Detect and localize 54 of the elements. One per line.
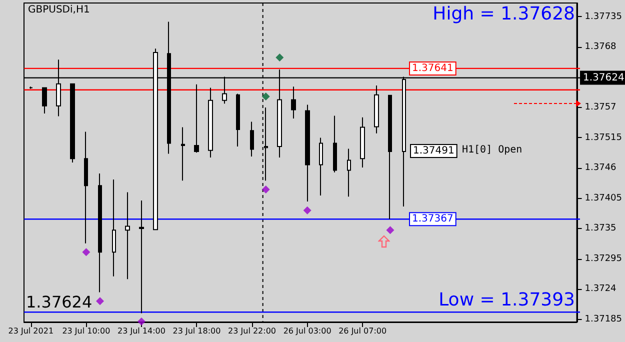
x-tick-label: 26 Jul 07:00 <box>338 326 387 336</box>
y-tick-label: 1.3735 <box>584 224 616 234</box>
ref-line-label: 1.37641 <box>412 62 454 74</box>
candlestick <box>194 84 199 154</box>
x-tick-label: 23 Jul 14:00 <box>117 326 166 336</box>
candlestick <box>42 87 47 114</box>
candlestick <box>374 85 379 134</box>
candlestick <box>388 94 392 220</box>
ref-line-label: 1.37624 <box>583 72 624 84</box>
point <box>262 185 270 194</box>
y-tick-label: 1.37405 <box>584 193 622 204</box>
annotation: High = 1.37628 <box>432 4 576 24</box>
y-tick-label: 1.37515 <box>584 132 622 143</box>
y-tick-label: 1.37185 <box>584 314 622 324</box>
candlestick <box>236 93 240 148</box>
y-tick-label: 1.3724 <box>584 284 617 294</box>
candlestick <box>125 192 130 280</box>
y-tick-label: 1.37295 <box>584 254 622 264</box>
annotation: Low = 1.37393 <box>438 290 575 310</box>
point <box>276 53 284 62</box>
x-tick-label: 23 Jul 2021 <box>8 326 54 336</box>
candlestick <box>250 121 254 157</box>
x-tick-label: 23 Jul 10:00 <box>62 326 110 336</box>
y-tick-label: 1.37735 <box>584 12 622 22</box>
y-tick-label: 1.3746 <box>584 163 617 173</box>
chart-title: GBPUSDi,H1 <box>28 4 90 16</box>
candlestick <box>98 173 102 293</box>
candlestick <box>139 200 144 314</box>
x-tick-label: 23 Jul 22:00 <box>228 326 276 336</box>
candlestick <box>70 83 75 163</box>
point <box>82 248 90 256</box>
candlestick <box>333 115 337 173</box>
y-tick-label: 1.3768 <box>584 42 617 52</box>
candlestick <box>208 87 213 158</box>
point <box>386 226 394 234</box>
candlestick <box>84 131 88 244</box>
annotation: H1[0] Open <box>462 144 522 156</box>
candlestick <box>305 104 310 202</box>
candlestick <box>347 148 351 198</box>
point <box>262 92 270 100</box>
annotation: 1.37624 <box>26 292 92 312</box>
point <box>303 206 312 214</box>
candlestick <box>291 86 296 119</box>
x-tick-label: 26 Jul 03:00 <box>283 326 332 336</box>
candlestick <box>181 126 185 182</box>
point <box>137 317 146 326</box>
x-tick-label: 23 Jul 18:00 <box>172 326 221 336</box>
point <box>96 297 104 306</box>
ref-line-label: 1.37367 <box>412 214 454 225</box>
candlestick <box>360 116 365 168</box>
annotation: 1.37491 <box>413 146 454 156</box>
y-tick-label: 1.3757 <box>584 102 616 112</box>
candlestick <box>112 179 116 277</box>
candlestick <box>319 137 323 196</box>
